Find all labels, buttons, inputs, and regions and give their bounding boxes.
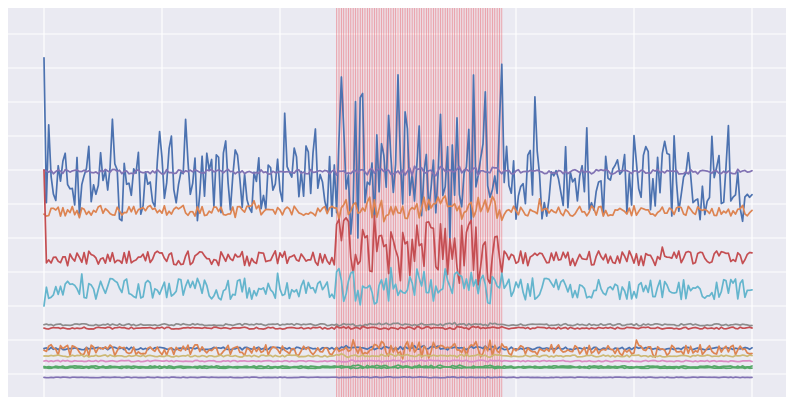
series-line-1 [43, 56, 753, 243]
series-line-13 [43, 366, 753, 370]
series-lines [43, 56, 753, 379]
series-line-9 [43, 338, 753, 360]
series-line-2 [43, 165, 753, 177]
series-line-7 [43, 325, 753, 331]
series-line-3 [43, 195, 753, 223]
series-line-10 [43, 352, 753, 359]
series-line-6 [43, 321, 753, 328]
series-line-8 [43, 344, 753, 351]
series-line-4 [43, 169, 753, 286]
series-line-11 [43, 359, 753, 364]
series-line-5 [43, 266, 753, 307]
series-line-14 [43, 375, 753, 379]
plot-area [8, 8, 786, 397]
